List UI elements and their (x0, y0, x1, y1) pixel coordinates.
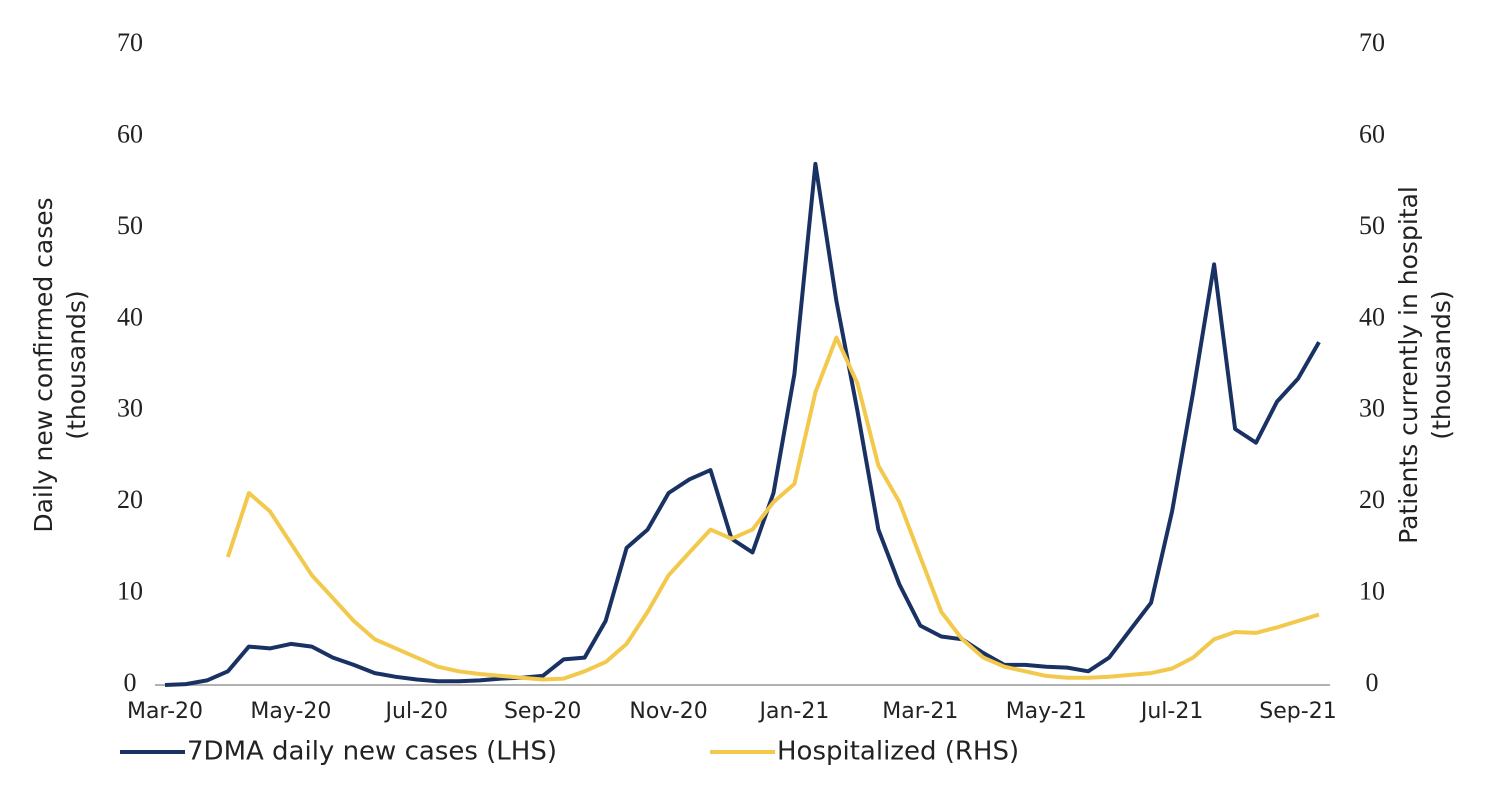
x-tick-label: Mar-21 (882, 699, 958, 724)
y2-tick-label: 50 (1359, 211, 1385, 240)
y2-axis-title: Patients currently in hospital (1394, 186, 1423, 544)
x-tick-label: May-21 (1006, 699, 1087, 724)
y-tick-label: 10 (117, 577, 143, 606)
y2-tick-label: 60 (1359, 119, 1385, 148)
y-tick-label: 70 (117, 28, 143, 57)
x-tick-label: Mar-20 (127, 699, 203, 724)
y-tick-label: 40 (117, 302, 143, 331)
y2-tick-label: 10 (1359, 577, 1385, 606)
x-tick-label: Nov-20 (629, 699, 707, 724)
y2-tick-label: 0 (1366, 668, 1379, 697)
y-tick-label: 30 (117, 394, 143, 423)
y-tick-label: 50 (117, 211, 143, 240)
y2-tick-label: 40 (1359, 302, 1385, 331)
y2-axis-title: (thousands) (1427, 290, 1456, 439)
y2-tick-label: 70 (1359, 28, 1385, 57)
y-tick-label: 60 (117, 119, 143, 148)
legend-label: 7DMA daily new cases (LHS) (187, 737, 557, 767)
y-axis-title: Daily new confirmed cases (29, 197, 58, 532)
x-tick-label: Sep-20 (504, 699, 581, 724)
x-tick-label: Sep-21 (1259, 699, 1336, 724)
y-axis-title: (thousands) (62, 290, 91, 439)
legend-label: Hospitalized (RHS) (777, 737, 1019, 767)
x-tick-label: Jul-20 (384, 699, 448, 724)
series-line (225, 335, 1320, 682)
y-tick-label: 0 (124, 668, 137, 697)
x-tick-label: Jan-21 (758, 699, 830, 724)
y2-tick-label: 20 (1359, 485, 1385, 514)
x-tick-label: Jul-21 (1139, 699, 1203, 724)
y2-tick-label: 30 (1359, 394, 1385, 423)
y-tick-label: 20 (117, 485, 143, 514)
series-line (164, 161, 1321, 687)
x-tick-label: May-20 (250, 699, 331, 724)
